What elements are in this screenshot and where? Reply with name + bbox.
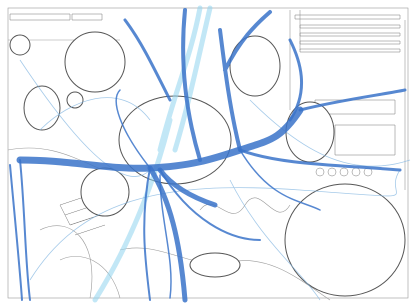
patio [286, 102, 334, 162]
patio [24, 86, 60, 130]
patio [190, 253, 240, 277]
patio [10, 35, 30, 55]
body: {} [0, 0, 416, 304]
patio [67, 92, 83, 108]
floor-plan [0, 0, 416, 304]
patio [65, 32, 125, 92]
patio [81, 168, 129, 216]
page: html, body { margin: 0; padding: 0; back… [0, 0, 416, 304]
